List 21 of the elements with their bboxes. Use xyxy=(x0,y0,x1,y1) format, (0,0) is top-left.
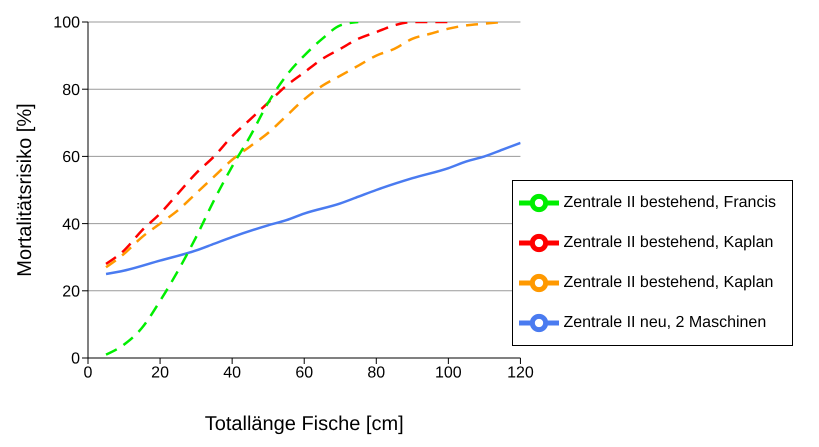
x-tick-label: 20 xyxy=(151,364,170,382)
x-axis-title: Totallänge Fische [cm] xyxy=(204,413,404,436)
y-tick-label: 80 xyxy=(62,82,80,99)
legend-label: Zentrale II bestehend, Kaplan xyxy=(563,274,774,292)
y-axis-title: Mortalitätsrisiko [%] xyxy=(14,103,36,277)
x-tick-label: 0 xyxy=(84,364,93,382)
x-tick-label: 60 xyxy=(295,364,314,382)
y-tick-label: 20 xyxy=(62,283,80,300)
x-tick-label: 80 xyxy=(367,364,386,382)
y-tick-label: 40 xyxy=(62,216,80,234)
legend-label: Zentrale II neu, 2 Maschinen xyxy=(563,314,766,332)
x-tick-label: 40 xyxy=(223,364,242,382)
y-tick-label: 60 xyxy=(62,149,80,166)
legend-label: Zentrale II bestehend, Kaplan xyxy=(563,234,774,252)
y-tick-label: 0 xyxy=(71,350,80,368)
legend-label: Zentrale II bestehend, Francis xyxy=(563,194,776,212)
y-tick-label: 100 xyxy=(53,14,80,32)
line-series xyxy=(104,22,360,356)
x-tick-label: 100 xyxy=(435,364,462,382)
x-tick-label: 120 xyxy=(507,364,534,382)
line-series xyxy=(104,142,520,276)
